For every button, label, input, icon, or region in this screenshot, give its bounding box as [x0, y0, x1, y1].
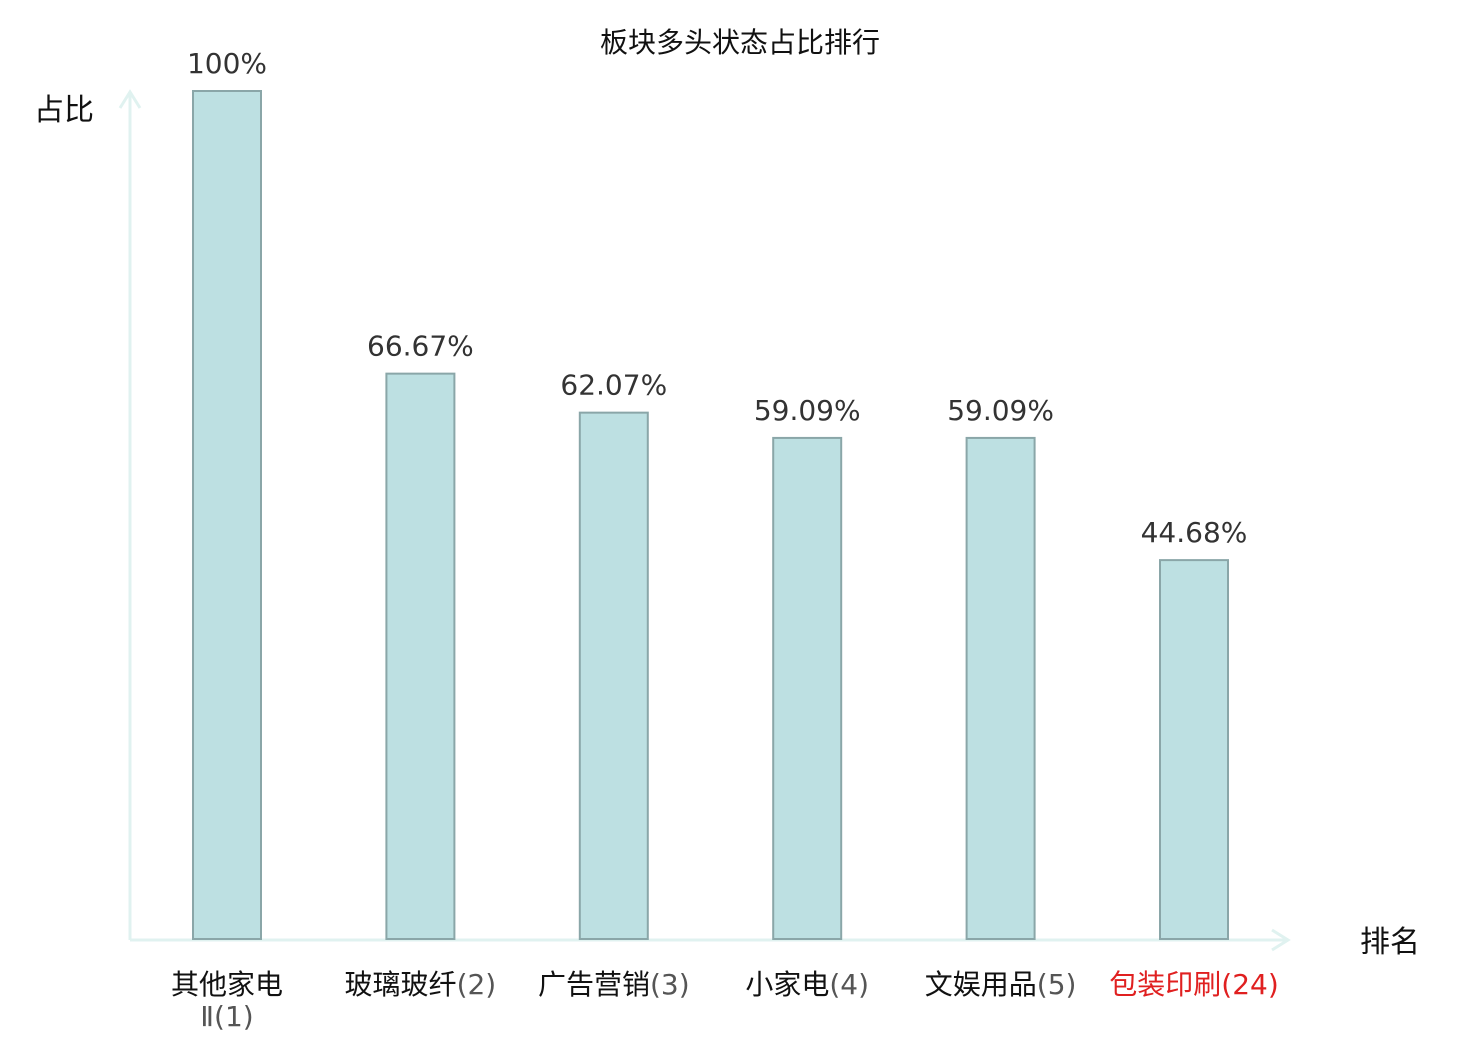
bar-5: [965, 436, 1036, 940]
value-label-1: 100%: [187, 47, 267, 80]
bar-1: [192, 90, 262, 940]
category-label-3: 广告营销(3): [538, 968, 690, 1001]
value-label-4: 59.09%: [754, 394, 861, 427]
category-label-2: 玻璃玻纤(2): [345, 968, 497, 1001]
bar-4: [772, 436, 843, 940]
value-label-6: 44.68%: [1141, 516, 1248, 549]
y-axis-label: 占比: [34, 93, 94, 128]
category-label-1-line2: Ⅱ(1): [200, 1000, 253, 1033]
category-label-4: 小家电(4): [745, 968, 869, 1001]
value-label-5: 59.09%: [947, 394, 1054, 427]
value-labels-group: 100% 66.67% 62.07% 59.09% 59.09% 44.68%: [187, 47, 1247, 549]
chart-title: 板块多头状态占比排行: [600, 26, 880, 59]
category-label-5: 文娱用品(5): [925, 968, 1077, 1001]
bar-6: [1159, 559, 1229, 940]
y-axis-arrow: [118, 89, 142, 109]
bar-2: [385, 372, 456, 940]
axes: [118, 89, 1291, 952]
x-axis-arrow: [1271, 928, 1291, 952]
category-label-6: 包装印刷(24): [1109, 968, 1279, 1001]
value-label-2: 66.67%: [367, 330, 474, 363]
bars-group: [192, 90, 1229, 940]
bar-3: [578, 411, 649, 940]
category-label-1: 其他家电: [171, 968, 283, 1001]
x-axis-label: 排名: [1360, 925, 1420, 960]
value-label-3: 62.07%: [560, 369, 667, 402]
